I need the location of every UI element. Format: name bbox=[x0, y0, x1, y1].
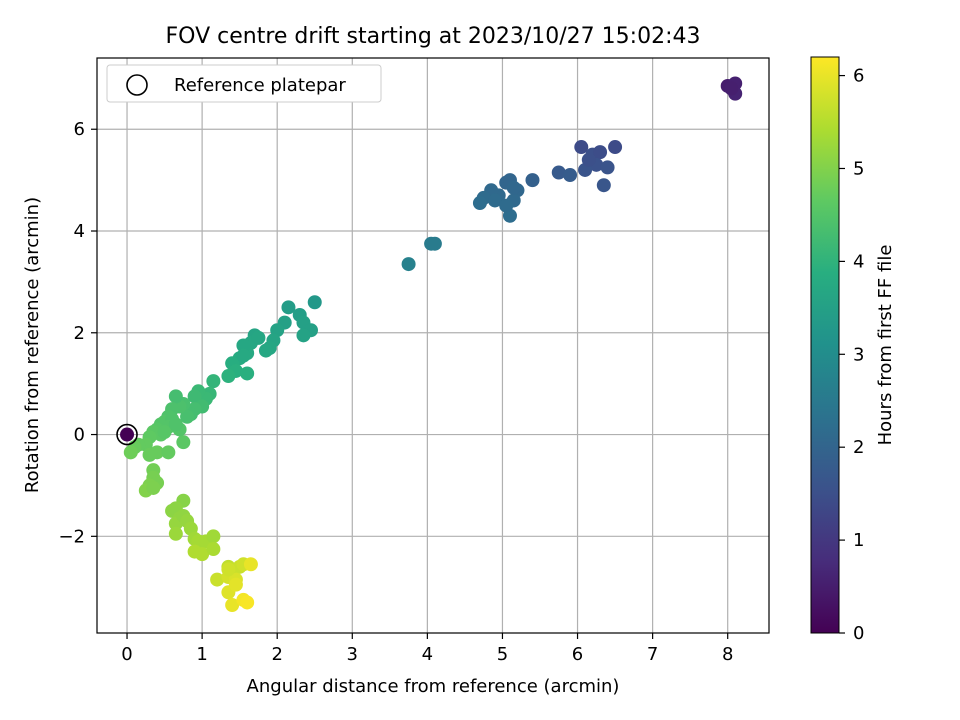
data-point bbox=[206, 374, 221, 389]
grid-lines bbox=[97, 58, 769, 633]
data-point bbox=[243, 557, 258, 572]
data-point bbox=[258, 343, 273, 358]
data-point bbox=[581, 152, 596, 167]
plot-frame bbox=[96, 57, 770, 634]
axis-ticks: 0 1 2 3 4 5 6 7 8 −2 0 2 4 6 bbox=[58, 119, 733, 665]
colorbar-tick-label: 6 bbox=[853, 66, 864, 87]
data-point bbox=[195, 547, 210, 562]
data-point bbox=[150, 445, 165, 460]
data-point bbox=[600, 160, 615, 175]
data-point bbox=[228, 577, 243, 592]
data-point bbox=[176, 435, 191, 450]
data-point bbox=[221, 369, 236, 384]
data-point bbox=[146, 480, 161, 495]
data-point bbox=[168, 389, 183, 404]
colorbar-tick-label: 4 bbox=[853, 251, 864, 272]
colorbar-ticks: 0 1 2 3 4 5 6 bbox=[839, 66, 864, 644]
data-point bbox=[168, 417, 183, 432]
y-tick-label: 0 bbox=[74, 425, 85, 446]
data-point bbox=[225, 598, 240, 613]
x-tick-label: 5 bbox=[497, 644, 508, 665]
legend-box bbox=[106, 64, 382, 103]
legend: Reference platepar bbox=[106, 64, 382, 103]
data-point bbox=[427, 236, 442, 251]
y-tick-label: 6 bbox=[74, 119, 85, 140]
y-tick-label: 2 bbox=[74, 323, 85, 344]
colorbar-tick-label: 5 bbox=[853, 158, 864, 179]
data-point bbox=[499, 198, 514, 213]
data-point bbox=[157, 425, 172, 440]
data-point bbox=[724, 81, 739, 96]
data-point bbox=[307, 295, 322, 310]
data-point bbox=[551, 165, 566, 180]
data-point bbox=[206, 529, 221, 544]
data-point bbox=[472, 196, 487, 211]
data-point bbox=[210, 572, 225, 587]
x-tick-label: 6 bbox=[572, 644, 583, 665]
x-axis-label: Angular distance from reference (arcmin) bbox=[247, 676, 620, 697]
data-points bbox=[120, 76, 743, 613]
data-point bbox=[123, 445, 138, 460]
chart-title: FOV centre drift starting at 2023/10/27 … bbox=[166, 24, 701, 49]
colorbar-label: Hours from first FF file bbox=[875, 245, 896, 446]
legend-label: Reference platepar bbox=[174, 75, 346, 96]
data-point bbox=[236, 338, 251, 353]
data-point bbox=[596, 178, 611, 193]
y-tick-label: 4 bbox=[74, 221, 85, 242]
data-point bbox=[525, 173, 540, 188]
x-tick-label: 2 bbox=[271, 644, 282, 665]
data-point bbox=[251, 330, 266, 345]
colorbar-tick-label: 0 bbox=[853, 623, 864, 644]
data-point bbox=[206, 542, 221, 557]
data-point bbox=[187, 389, 202, 404]
data-point bbox=[506, 180, 521, 195]
data-point bbox=[593, 145, 608, 160]
data-point bbox=[608, 140, 623, 155]
colorbar-tick-label: 1 bbox=[853, 530, 864, 551]
x-tick-label: 3 bbox=[347, 644, 358, 665]
data-point bbox=[240, 595, 255, 610]
legend-marker-icon bbox=[126, 74, 148, 96]
data-point bbox=[281, 300, 296, 315]
reference-point-marker bbox=[116, 423, 138, 446]
x-tick-label: 8 bbox=[722, 644, 733, 665]
data-point bbox=[563, 168, 578, 183]
data-point bbox=[240, 366, 255, 381]
data-point bbox=[168, 526, 183, 541]
data-point bbox=[487, 193, 502, 208]
data-point bbox=[120, 427, 135, 442]
data-point bbox=[221, 562, 236, 577]
colorbar-tick-label: 3 bbox=[853, 344, 864, 365]
x-tick-label: 4 bbox=[422, 644, 433, 665]
data-point bbox=[296, 328, 311, 343]
data-point bbox=[180, 409, 195, 424]
data-point bbox=[236, 348, 251, 363]
x-tick-label: 7 bbox=[647, 644, 658, 665]
y-axis-label: Rotation from reference (arcmin) bbox=[22, 197, 43, 493]
y-tick-label: −2 bbox=[58, 526, 85, 547]
data-point bbox=[161, 445, 176, 460]
data-point bbox=[401, 257, 416, 272]
x-tick-label: 1 bbox=[196, 644, 207, 665]
data-point bbox=[574, 140, 589, 155]
colorbar bbox=[810, 56, 840, 634]
x-tick-label: 0 bbox=[121, 644, 132, 665]
reference-marker bbox=[116, 423, 138, 446]
colorbar-tick-label: 2 bbox=[853, 437, 864, 458]
